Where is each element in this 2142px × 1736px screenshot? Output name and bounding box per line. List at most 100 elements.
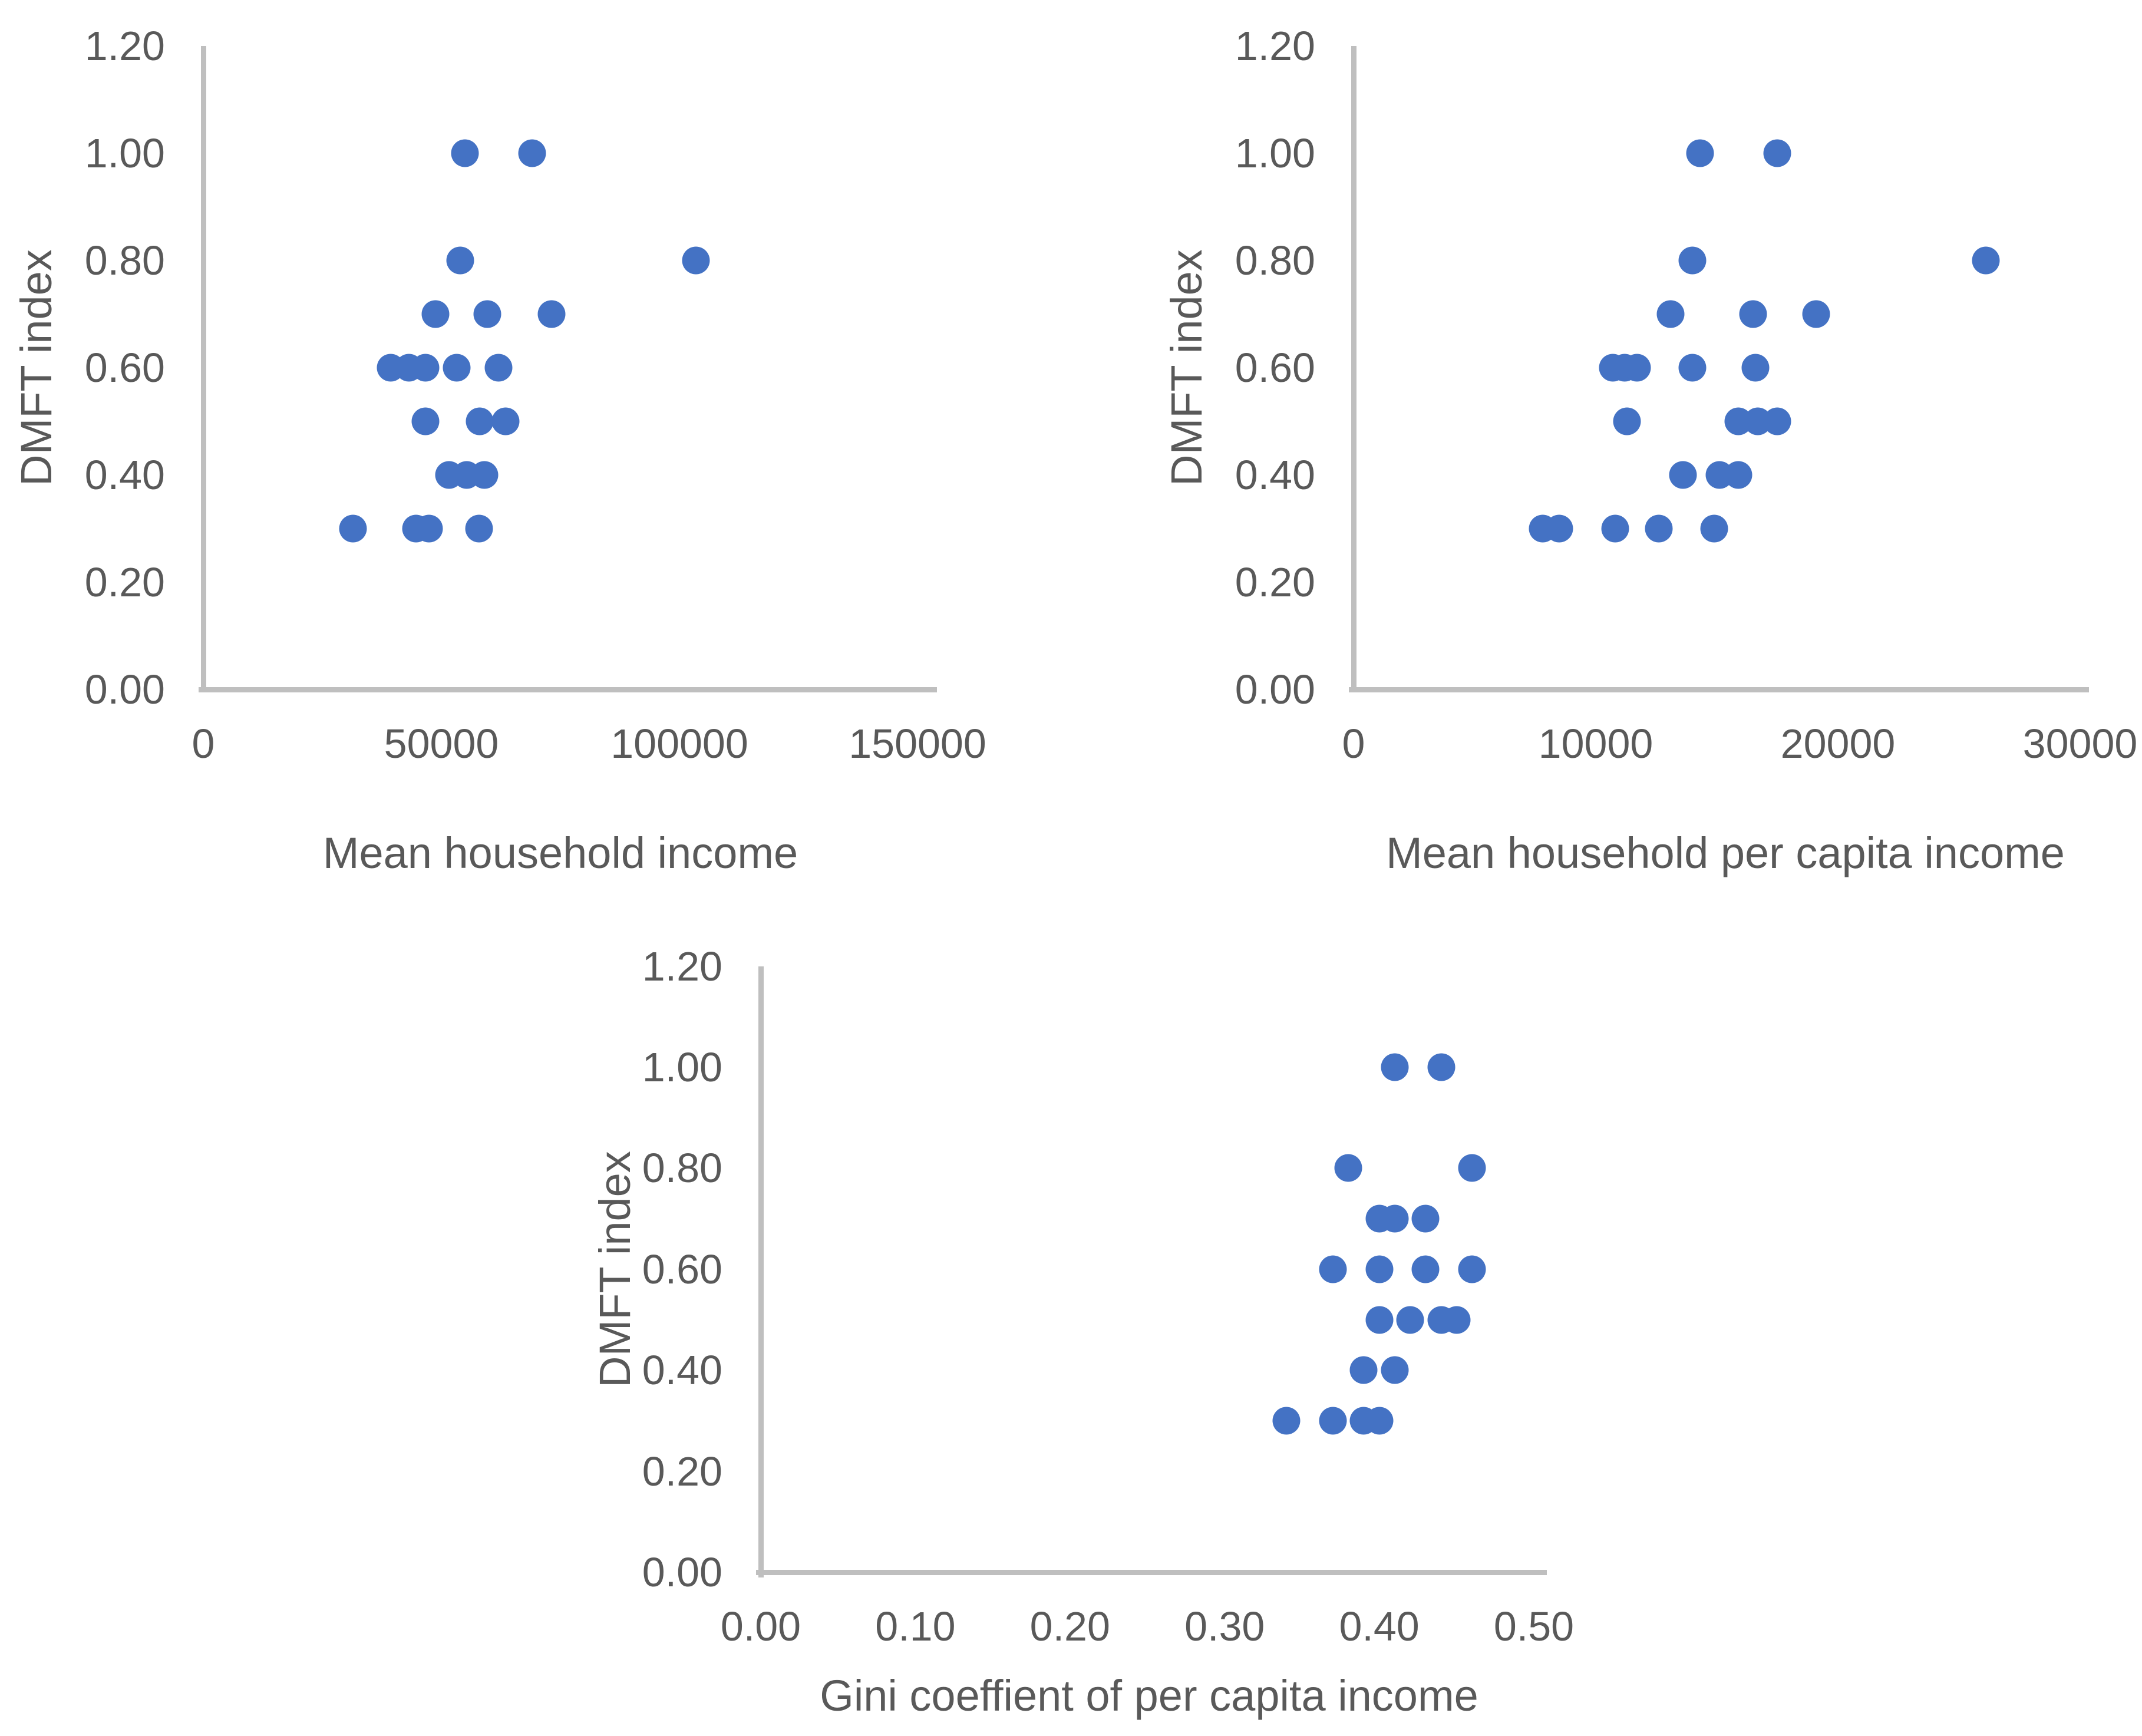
data-point (1700, 514, 1728, 543)
data-point (443, 354, 471, 382)
data-point (1458, 1154, 1486, 1182)
y-axis-tick-label: 0.80 (642, 1145, 722, 1192)
x-axis-tick-label: 0.40 (1339, 1603, 1420, 1649)
data-point (1724, 461, 1752, 489)
y-axis-tick-label: 1.00 (84, 130, 165, 176)
data-point (1678, 246, 1707, 275)
data-point (682, 246, 710, 275)
y-axis-tick-label: 0.60 (642, 1246, 722, 1292)
data-point (1656, 300, 1685, 328)
x-axis-tick-label: 100000 (610, 721, 748, 767)
x-axis-tick-label: 20000 (1780, 721, 1896, 767)
y-axis-tick-label: 0.20 (1235, 559, 1315, 605)
x-axis-tick-label: 0 (192, 721, 215, 767)
data-point (1686, 139, 1714, 167)
x-axis-tick-label: 0.10 (875, 1603, 956, 1649)
y-axis-line (1351, 46, 1357, 692)
y-axis-tick-label: 0.80 (84, 237, 165, 283)
data-point (339, 514, 367, 543)
data-point (1443, 1306, 1471, 1334)
data-point (1349, 1356, 1378, 1384)
y-axis-tick-label: 0.20 (84, 559, 165, 605)
data-point (1669, 461, 1697, 489)
data-point (1411, 1255, 1440, 1283)
data-point (1623, 354, 1651, 382)
data-point (1645, 514, 1673, 543)
y-axis-tick-label: 0.40 (1235, 452, 1315, 498)
y-axis-title: DMFT index (590, 1151, 639, 1388)
y-axis-tick-label: 1.20 (642, 943, 722, 989)
y-axis-tick-label: 1.00 (642, 1044, 722, 1090)
x-axis-line (1349, 687, 2089, 692)
x-axis-tick-label: 0.20 (1029, 1603, 1110, 1649)
data-point (1613, 407, 1641, 435)
data-point (1741, 354, 1770, 382)
data-point (537, 300, 566, 328)
data-point (1365, 1306, 1394, 1334)
x-axis-tick-label: 10000 (1538, 721, 1653, 767)
x-axis-tick-label: 50000 (384, 721, 499, 767)
data-point (415, 514, 443, 543)
data-point (1381, 1053, 1409, 1081)
data-point (1365, 1407, 1394, 1435)
y-axis-tick-label: 0.00 (1235, 666, 1315, 712)
data-point (1802, 300, 1830, 328)
data-point (1678, 354, 1707, 382)
data-point (1365, 1255, 1394, 1283)
x-axis-title: Gini coeffient of per capita income (820, 1671, 1478, 1720)
data-point (1411, 1204, 1440, 1233)
data-point (1763, 407, 1791, 435)
data-point (1972, 246, 2000, 275)
data-point (465, 514, 493, 543)
x-axis-tick-label: 30000 (2022, 721, 2138, 767)
y-axis-line (201, 46, 206, 692)
data-point (411, 354, 440, 382)
x-axis-line (756, 1570, 1547, 1575)
data-point (473, 300, 501, 328)
y-axis-tick-label: 0.40 (84, 452, 165, 498)
y-axis-tick-label: 1.20 (84, 23, 165, 69)
data-point (1272, 1407, 1301, 1435)
y-axis-tick-label: 0.80 (1235, 237, 1315, 283)
data-point (1739, 300, 1767, 328)
data-point (1396, 1306, 1424, 1334)
data-point (1458, 1255, 1486, 1283)
x-axis-title: Mean household income (322, 829, 798, 877)
data-point (1427, 1053, 1455, 1081)
data-point (466, 407, 494, 435)
data-point (1319, 1255, 1347, 1283)
y-axis-tick-label: 0.00 (84, 666, 165, 712)
data-point (470, 461, 499, 489)
y-axis-tick-label: 1.00 (1235, 130, 1315, 176)
data-point (484, 354, 513, 382)
y-axis-tick-label: 0.60 (1235, 345, 1315, 391)
y-axis-line (758, 966, 764, 1577)
data-point (451, 139, 479, 167)
x-axis-tick-label: 150000 (849, 721, 986, 767)
x-axis-title: Mean household per capita income (1386, 829, 2065, 877)
y-axis-tick-label: 0.60 (84, 345, 165, 391)
data-point (1601, 514, 1629, 543)
x-axis-tick-label: 0.50 (1493, 1603, 1575, 1649)
y-axis-tick-label: 0.20 (642, 1448, 722, 1494)
data-point (1381, 1356, 1409, 1384)
x-axis-line (199, 687, 937, 692)
y-axis-tick-label: 0.00 (642, 1549, 722, 1595)
data-point (1381, 1204, 1409, 1233)
x-axis-tick-label: 0 (1342, 721, 1365, 767)
data-point (411, 407, 440, 435)
y-axis-tick-label: 0.40 (642, 1347, 722, 1394)
data-point (1545, 514, 1573, 543)
data-point (1334, 1154, 1362, 1182)
data-point (421, 300, 450, 328)
x-axis-tick-label: 0.00 (720, 1603, 801, 1649)
x-axis-tick-label: 0.30 (1184, 1603, 1265, 1649)
data-point (1763, 139, 1791, 167)
data-point (491, 407, 520, 435)
data-point (446, 246, 474, 275)
y-axis-tick-label: 1.20 (1235, 23, 1315, 69)
